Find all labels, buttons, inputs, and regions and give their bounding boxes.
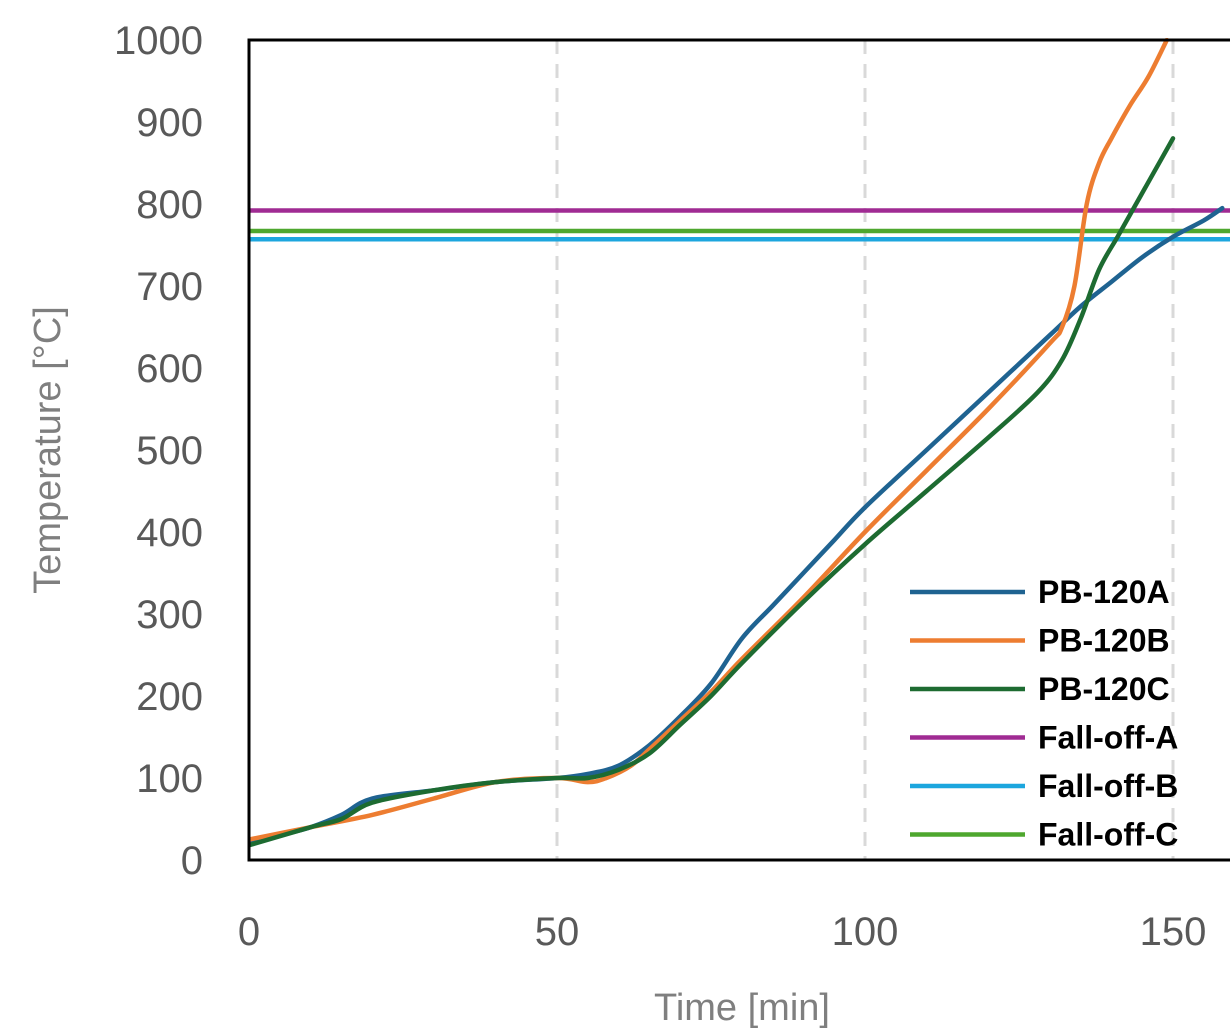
legend-label-fall-off-b: Fall-off-B <box>1038 768 1178 804</box>
legend: PB-120A PB-120B PB-120C Fall-off-A Fall-off-… <box>910 574 1178 853</box>
x-tick-label: 50 <box>535 910 580 954</box>
x-axis-tick-labels: 0 50 100 150 <box>238 910 1207 954</box>
y-tick-label: 900 <box>136 101 203 145</box>
legend-label-fall-off-c: Fall-off-C <box>1038 817 1178 853</box>
y-axis-tick-labels: 0 100 200 300 400 500 600 700 800 900 1000 <box>114 19 203 883</box>
y-tick-label: 100 <box>136 757 203 801</box>
series-line-pb-120b <box>249 38 1170 842</box>
plot-area-frame <box>247 38 1230 862</box>
x-tick-label: 150 <box>1140 910 1207 954</box>
x-tick-label: 0 <box>238 910 260 954</box>
series-line-pb-120c <box>249 136 1176 848</box>
series-line-pb-120a <box>249 205 1225 846</box>
x-tick-label: 100 <box>832 910 899 954</box>
series-lines <box>249 38 1230 848</box>
legend-label-pb-120b: PB-120B <box>1038 623 1170 659</box>
y-tick-label: 0 <box>181 839 203 883</box>
y-axis-title: Temperature [°C] <box>27 306 69 594</box>
legend-label-pb-120c: PB-120C <box>1038 671 1170 707</box>
y-tick-label: 200 <box>136 675 203 719</box>
y-tick-label: 800 <box>136 183 203 227</box>
y-tick-label: 500 <box>136 429 203 473</box>
legend-label-fall-off-a: Fall-off-A <box>1038 720 1178 756</box>
y-tick-label: 300 <box>136 593 203 637</box>
x-axis-title: Time [min] <box>654 987 830 1029</box>
vertical-gridlines <box>555 40 1175 860</box>
legend-label-pb-120a: PB-120A <box>1038 574 1170 610</box>
y-tick-label: 1000 <box>114 19 203 63</box>
y-tick-label: 400 <box>136 511 203 555</box>
y-tick-label: 700 <box>136 265 203 309</box>
y-tick-label: 600 <box>136 347 203 391</box>
